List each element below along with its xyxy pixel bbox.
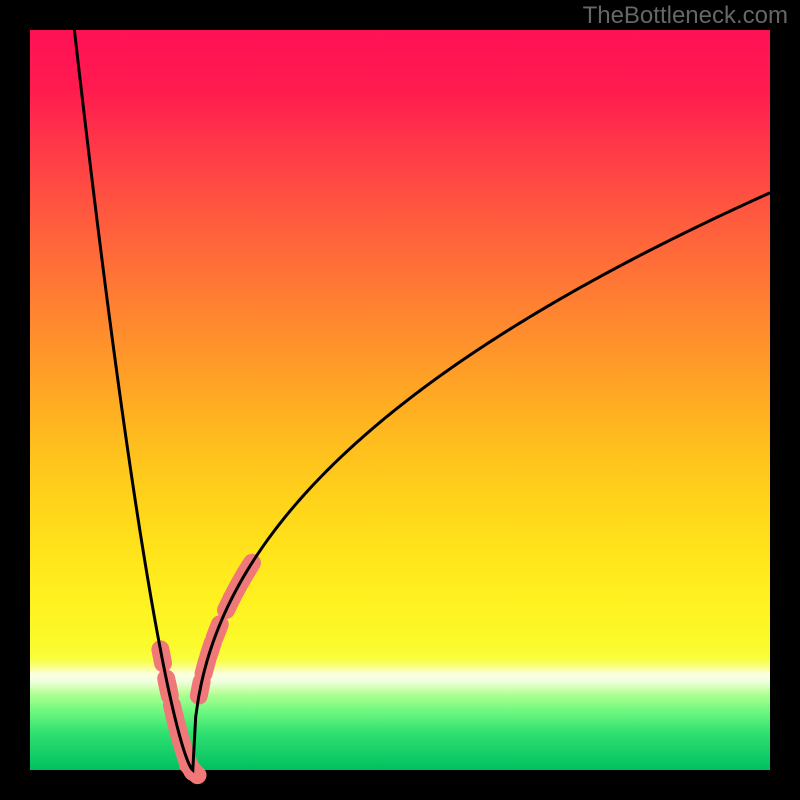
bottleneck-chart	[0, 0, 800, 800]
watermark-text: TheBottleneck.com	[583, 2, 788, 30]
plot-background	[30, 30, 770, 770]
chart-stage: TheBottleneck.com	[0, 0, 800, 800]
